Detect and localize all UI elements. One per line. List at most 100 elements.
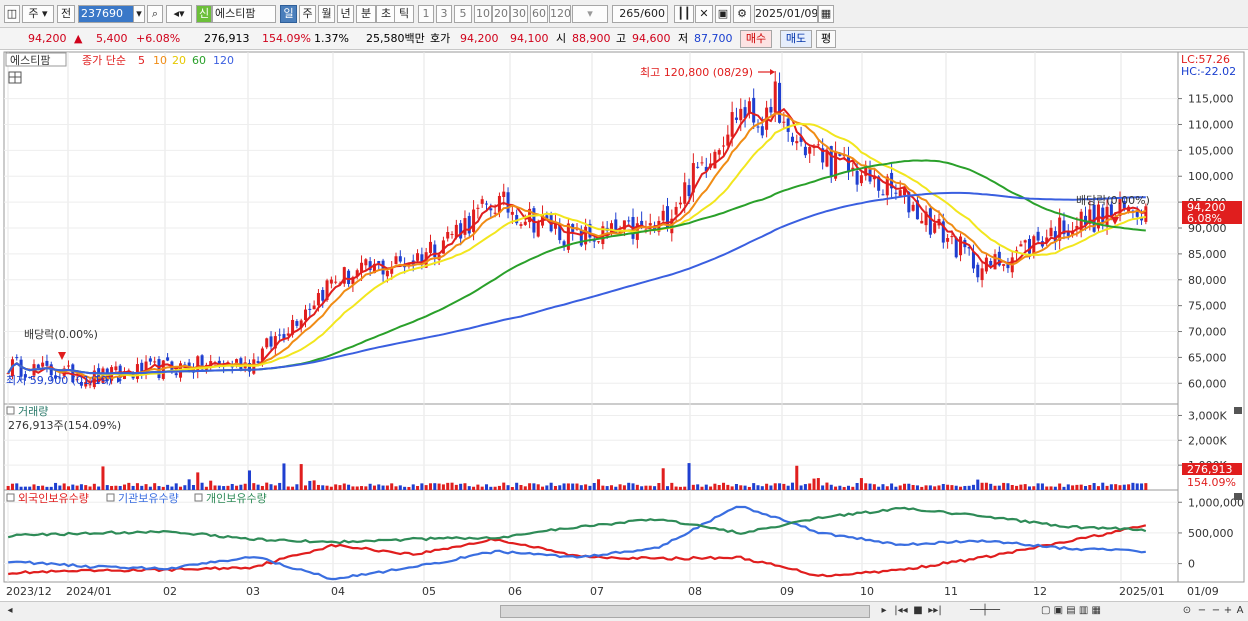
candle-body [881, 194, 885, 196]
interval-1[interactable]: 1 [418, 5, 434, 23]
stop-icon[interactable]: ■ [913, 605, 923, 616]
volume-tick-label: 3,000K [1188, 409, 1227, 422]
zoom-out-icon[interactable]: − [1197, 605, 1207, 616]
period-day[interactable]: 일 [280, 5, 297, 23]
candle-body [428, 241, 432, 253]
volume-bar [368, 483, 372, 490]
holding-close-icon[interactable] [1234, 493, 1242, 500]
interval-20[interactable]: 20 [492, 5, 510, 23]
volume-bar [829, 484, 833, 490]
gear-icon[interactable]: ⚙ [733, 5, 751, 23]
zoom-in-icon[interactable]: + [1223, 605, 1233, 616]
candle-body [696, 166, 700, 168]
period-second[interactable]: 초 [376, 5, 396, 23]
view-options-icon[interactable]: ▢ ▣ ▤ ▥ ▦ [1041, 605, 1101, 616]
volume-bar [601, 485, 605, 490]
candle-body [704, 166, 708, 172]
volume-bar [1010, 484, 1014, 490]
candle-body [196, 356, 200, 372]
price-tick-label: 70,000 [1188, 326, 1227, 339]
volume-bar [816, 478, 820, 490]
holding-toggle-icon-3[interactable] [194, 493, 203, 502]
interval-60[interactable]: 60 [530, 5, 548, 23]
volume-bar [157, 486, 161, 490]
volume-bar [1036, 483, 1040, 490]
interval-3[interactable]: 3 [436, 5, 452, 23]
candle-body [799, 136, 803, 142]
volume-bar [984, 482, 988, 490]
candle-body [260, 348, 264, 361]
legend-ma60: 60 [192, 54, 206, 67]
interval-5[interactable]: 5 [454, 5, 472, 23]
date-field[interactable]: 2025/01/09 [754, 5, 818, 23]
prev-button[interactable]: 전 [57, 5, 75, 23]
stock-code-input[interactable]: 237690 [78, 5, 134, 23]
volume-bar [1131, 482, 1135, 490]
volume-bar [325, 485, 329, 490]
low-arrow-icon [117, 377, 122, 383]
interval-30[interactable]: 30 [510, 5, 528, 23]
volume-bar [166, 484, 170, 490]
code-dropdown-icon[interactable]: ▾ [133, 5, 145, 23]
volume-bar [618, 484, 622, 490]
zoom-out-2-icon[interactable]: − [1211, 605, 1221, 616]
search-icon[interactable]: ⌕ [147, 5, 163, 23]
volume-bar [459, 483, 463, 490]
scroll-right-icon[interactable]: ▸ [881, 605, 887, 616]
candle-body [678, 202, 682, 205]
font-size-icon[interactable]: A [1236, 605, 1244, 616]
candle-type-icon[interactable]: ┃┃ [674, 5, 694, 23]
last-page-icon[interactable]: ▸▸| [928, 605, 942, 616]
period-minute[interactable]: 분 [356, 5, 376, 23]
holding-legend-individual: 개인보유수량 [206, 492, 267, 505]
zoom-slider[interactable]: ──┼── [969, 605, 1001, 616]
speaker-icon[interactable]: ◂▾ [166, 5, 192, 23]
layout-icon[interactable]: ◫ [4, 5, 20, 23]
first-page-icon[interactable]: |◂◂ [894, 605, 908, 616]
candle-body [915, 200, 919, 220]
legend-ma120: 120 [213, 54, 234, 67]
holding-toggle-icon-2[interactable] [106, 493, 115, 502]
candle-body [71, 364, 75, 383]
candle-body [295, 321, 299, 326]
eval-button[interactable]: 평 [816, 30, 836, 48]
candle-body [476, 207, 480, 209]
count-field[interactable]: 265/600 [612, 5, 668, 23]
save-icon[interactable]: ▣ [715, 5, 731, 23]
volume-bar [614, 486, 618, 490]
volume-close-icon[interactable] [1234, 407, 1242, 414]
volume-bar [1118, 485, 1122, 490]
buy-button[interactable]: 매수 [740, 30, 772, 48]
period-year[interactable]: 년 [337, 5, 354, 23]
candle-body [700, 162, 704, 164]
market-select[interactable]: 주 ▾ [22, 5, 54, 23]
price-tick-label: 110,000 [1188, 118, 1234, 131]
stock-chart[interactable]: 115,000110,000105,000100,00095,00090,000… [0, 50, 1248, 601]
candle-body [859, 175, 863, 184]
sell-button[interactable]: 매도 [780, 30, 812, 48]
zoom-reset-icon[interactable]: ⊙ [1182, 605, 1192, 616]
period-week[interactable]: 주 [299, 5, 316, 23]
candle-body [1109, 204, 1113, 218]
period-tick[interactable]: 틱 [394, 5, 414, 23]
candle-body [372, 263, 376, 274]
crosshair-icon[interactable]: ✕ [695, 5, 713, 23]
candle-body [769, 106, 773, 113]
volume-bar [885, 486, 889, 490]
volume-toggle-icon[interactable] [6, 406, 15, 415]
chart-area[interactable]: 115,000110,000105,000100,00095,00090,000… [0, 50, 1248, 601]
volume-bar [553, 485, 557, 490]
volume-bar [1135, 483, 1139, 490]
interval-dropdown[interactable]: ▾ [572, 5, 608, 23]
candle-body [15, 357, 19, 359]
scroll-thumb[interactable] [500, 605, 870, 618]
volume-bar [911, 484, 915, 490]
period-month[interactable]: 월 [318, 5, 335, 23]
interval-10[interactable]: 10 [474, 5, 492, 23]
calendar-icon[interactable]: ▦ [818, 5, 834, 23]
scroll-left-icon[interactable]: ◂ [7, 605, 13, 616]
volume-bar [273, 485, 277, 490]
volume-bar [941, 483, 945, 490]
interval-120[interactable]: 120 [549, 5, 571, 23]
holding-toggle-icon[interactable] [6, 493, 15, 502]
